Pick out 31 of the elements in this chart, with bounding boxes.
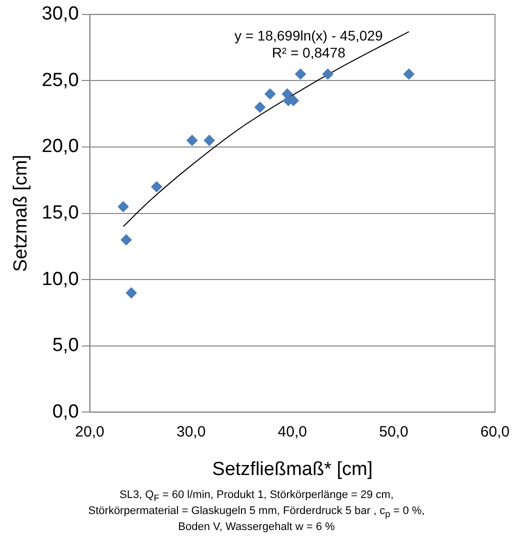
annotation: y = 18,699ln(x) - 45,029 xyxy=(234,27,383,44)
y-tick-label: 20,0 xyxy=(42,136,79,158)
annotation: R² = 0,8478 xyxy=(272,44,346,60)
x-tick-label: 20,0 xyxy=(75,423,104,440)
text: Boden V, Wassergehalt w = 6 % xyxy=(178,521,335,534)
y-axis-title: Setzmaß [cm] xyxy=(10,154,32,272)
point xyxy=(151,181,162,192)
text: Störkörpermaterial = Glaskugeln 5 mm, Förderdruck 5 bar , c$_{p}$ = 0 %, xyxy=(88,505,425,520)
point xyxy=(294,68,306,80)
y-tick-label: 5,0 xyxy=(52,335,79,356)
point xyxy=(118,201,129,212)
point xyxy=(254,102,266,113)
y-tick-label: 15,0 xyxy=(42,202,79,224)
x-tick-label: 40,0 xyxy=(278,423,307,440)
x-tick-label: 50,0 xyxy=(379,423,408,440)
point xyxy=(204,134,215,146)
y-tick-label: 10,0 xyxy=(42,268,79,290)
point xyxy=(120,234,132,246)
point xyxy=(322,68,334,80)
point xyxy=(186,134,198,146)
x-tick-label: 60,0 xyxy=(480,423,510,440)
x-tick-label: 30,0 xyxy=(176,423,206,440)
text: SL3, Q$_{F}$ = 60 l/min, Produkt 1, Störkörperlänge = 29 cm, xyxy=(119,489,394,504)
y-tick-label: 25,0 xyxy=(42,70,79,91)
line-series xyxy=(122,31,410,228)
point xyxy=(403,68,414,80)
point xyxy=(126,287,137,298)
y-tick-label: 30,0 xyxy=(42,4,79,25)
point xyxy=(264,88,276,100)
x-axis-title: Setzfließmaß* [cm] xyxy=(212,458,373,480)
y-tick-label: 0,0 xyxy=(52,401,79,422)
